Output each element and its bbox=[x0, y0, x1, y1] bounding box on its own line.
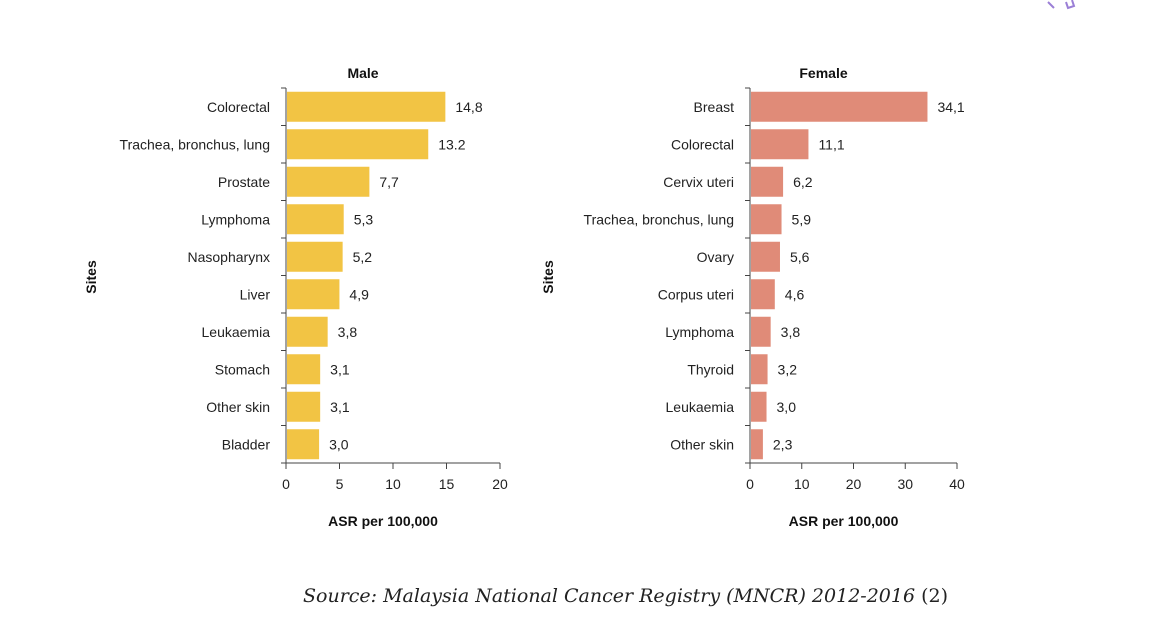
male-category-label: Nasopharynx bbox=[188, 249, 271, 265]
female-x-tick-label: 10 bbox=[794, 476, 810, 492]
female-value-label: 34,1 bbox=[937, 99, 964, 115]
male-value-label: 3,8 bbox=[338, 324, 358, 340]
male-x-axis-label: ASR per 100,000 bbox=[328, 513, 438, 529]
male-value-label: 5,2 bbox=[353, 249, 373, 265]
male-bar bbox=[287, 279, 340, 310]
male-value-label: 14,8 bbox=[455, 99, 482, 115]
male-category-label: Other skin bbox=[206, 399, 270, 415]
female-bar bbox=[751, 429, 763, 460]
male-bar bbox=[287, 129, 429, 160]
source-ref: (2) bbox=[921, 585, 949, 607]
female-bar bbox=[751, 316, 771, 347]
male-y-axis-label: Sites bbox=[83, 260, 99, 294]
female-chart-title: Female bbox=[799, 65, 847, 81]
male-value-label: 3,1 bbox=[330, 399, 350, 415]
male-value-label: 7,7 bbox=[379, 174, 399, 190]
female-category-label: Ovary bbox=[697, 249, 734, 265]
male-x-tick-label: 10 bbox=[385, 476, 401, 492]
male-chart-title: Male bbox=[347, 65, 378, 81]
female-y-axis-label: Sites bbox=[540, 260, 556, 294]
female-value-label: 3,2 bbox=[778, 361, 798, 377]
male-value-label: 4,9 bbox=[349, 286, 369, 302]
female-x-tick-label: 20 bbox=[846, 476, 862, 492]
female-value-label: 11,1 bbox=[818, 136, 844, 152]
female-bar bbox=[751, 354, 768, 385]
male-bar bbox=[287, 316, 328, 347]
female-category-label: Leukaemia bbox=[666, 399, 735, 415]
female-category-label: Trachea, bronchus, lung bbox=[584, 211, 734, 227]
female-bar bbox=[751, 241, 780, 272]
male-x-tick-label: 20 bbox=[492, 476, 508, 492]
source-text: Source: Malaysia National Cancer Registr… bbox=[303, 585, 916, 607]
female-category-label: Thyroid bbox=[687, 361, 734, 377]
male-bar bbox=[287, 91, 446, 122]
male-category-label: Prostate bbox=[218, 174, 270, 190]
female-value-label: 6,2 bbox=[793, 174, 813, 190]
female-bar bbox=[751, 166, 784, 197]
male-x-tick-label: 0 bbox=[282, 476, 290, 492]
source-caption: Source: Malaysia National Cancer Registr… bbox=[303, 585, 948, 607]
female-value-label: 3,0 bbox=[777, 399, 797, 415]
female-x-tick-label: 40 bbox=[949, 476, 965, 492]
male-value-label: 13.2 bbox=[438, 136, 465, 152]
female-value-label: 5,6 bbox=[790, 249, 810, 265]
male-category-label: Trachea, bronchus, lung bbox=[120, 136, 270, 152]
female-category-label: Corpus uteri bbox=[658, 286, 734, 302]
female-value-label: 5,9 bbox=[792, 211, 812, 227]
male-value-label: 3,0 bbox=[329, 436, 349, 452]
female-bar bbox=[751, 91, 928, 122]
female-category-label: Colorectal bbox=[671, 136, 734, 152]
female-x-tick-label: 30 bbox=[897, 476, 913, 492]
male-value-label: 3,1 bbox=[330, 361, 350, 377]
male-x-tick-label: 15 bbox=[439, 476, 455, 492]
decorative-mark-icon bbox=[1047, 0, 1076, 10]
female-bar bbox=[751, 391, 767, 422]
male-bar bbox=[287, 241, 343, 272]
male-category-label: Leukaemia bbox=[202, 324, 271, 340]
female-x-tick-label: 0 bbox=[746, 476, 754, 492]
male-category-label: Bladder bbox=[222, 436, 271, 452]
female-value-label: 3,8 bbox=[781, 324, 801, 340]
male-bar bbox=[287, 391, 321, 422]
female-category-label: Breast bbox=[694, 99, 735, 115]
female-category-label: Lymphoma bbox=[665, 324, 734, 340]
male-category-label: Liver bbox=[240, 286, 271, 302]
female-bar bbox=[751, 279, 775, 310]
female-bar bbox=[751, 129, 809, 160]
male-category-label: Stomach bbox=[215, 361, 270, 377]
male-x-tick-label: 5 bbox=[336, 476, 344, 492]
male-bar bbox=[287, 166, 370, 197]
male-bar bbox=[287, 429, 320, 460]
male-value-label: 5,3 bbox=[354, 211, 374, 227]
male-bar bbox=[287, 204, 344, 235]
female-bar bbox=[751, 204, 782, 235]
male-category-label: Lymphoma bbox=[201, 211, 270, 227]
male-bar bbox=[287, 354, 321, 385]
female-value-label: 2,3 bbox=[773, 436, 793, 452]
male-category-label: Colorectal bbox=[207, 99, 270, 115]
female-category-label: Cervix uteri bbox=[663, 174, 734, 190]
female-category-label: Other skin bbox=[670, 436, 734, 452]
female-x-axis-label: ASR per 100,000 bbox=[789, 513, 899, 529]
female-value-label: 4,6 bbox=[785, 286, 805, 302]
